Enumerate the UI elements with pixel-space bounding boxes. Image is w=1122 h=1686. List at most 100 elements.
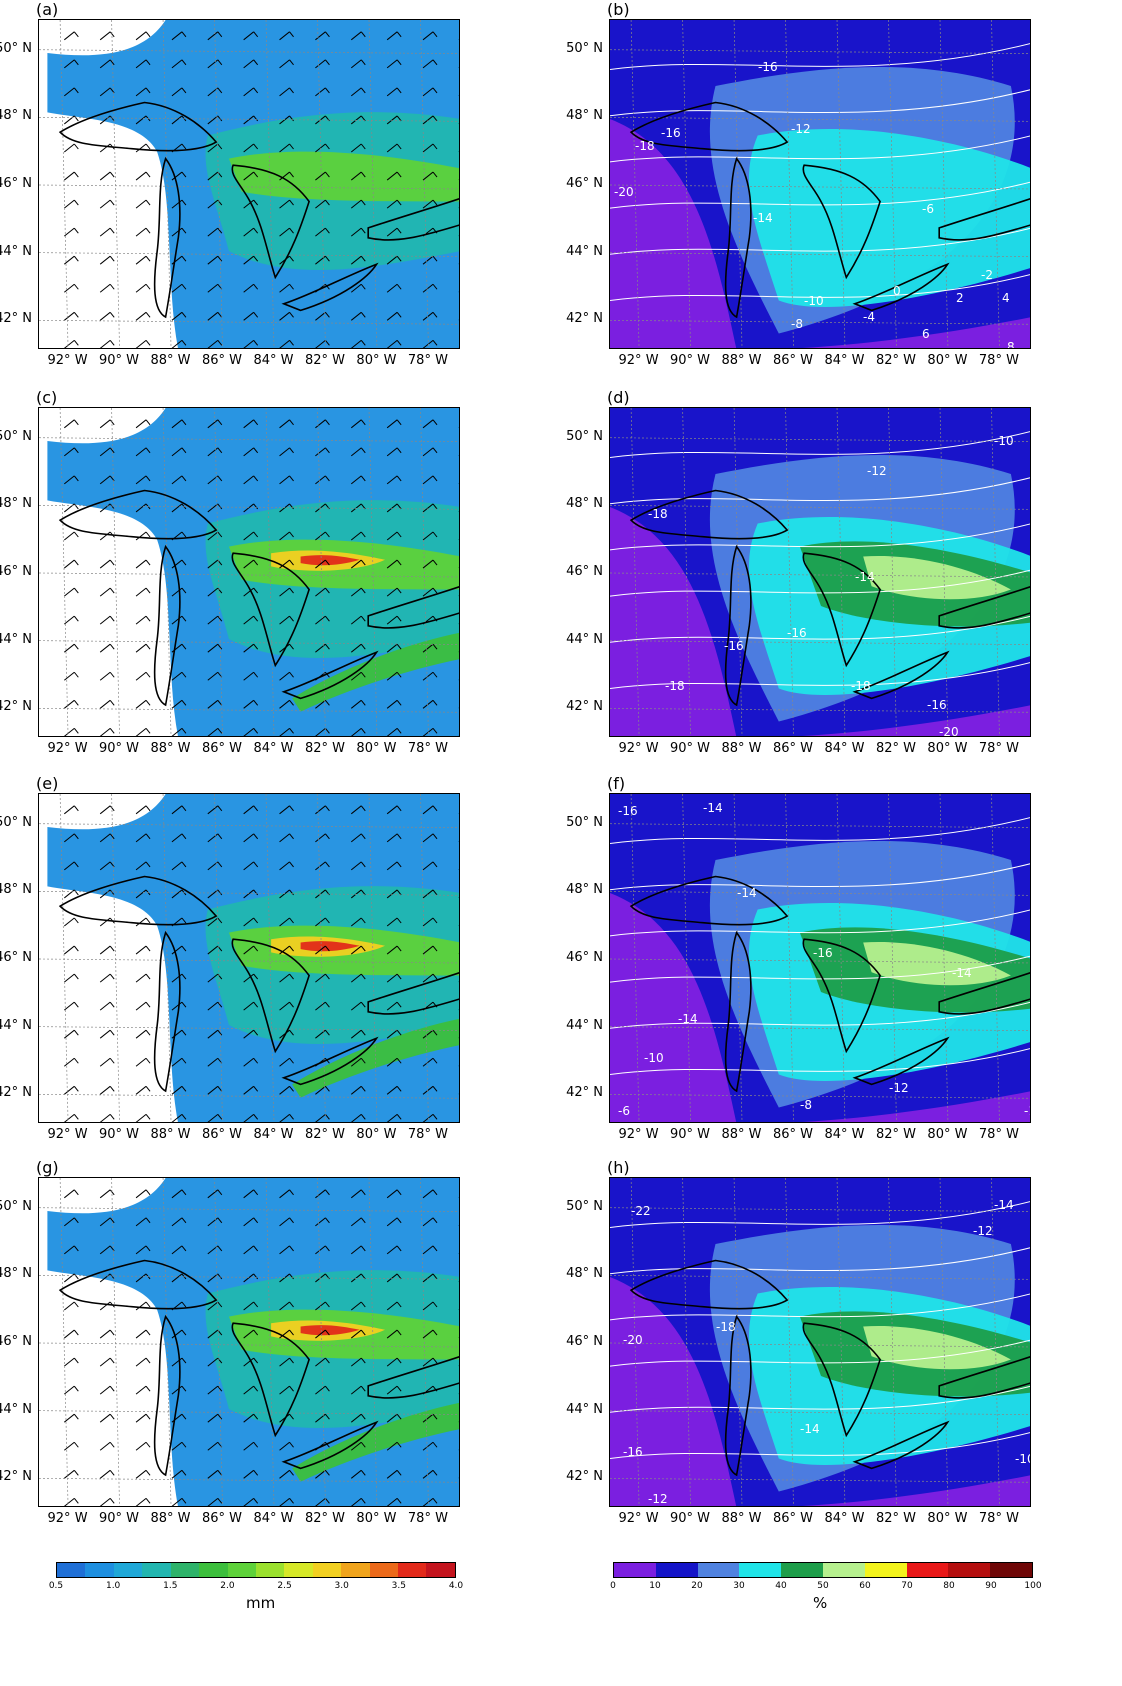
- wind-barb: [207, 1085, 219, 1095]
- wind-barb: [386, 615, 398, 625]
- wind-barb: [99, 917, 111, 927]
- latitude-label: 42° N: [0, 1085, 32, 1101]
- wind-barb: [135, 1497, 147, 1506]
- wind-barb: [135, 1085, 147, 1095]
- wind-barb: [64, 475, 75, 485]
- wind-barb-flag: [217, 973, 223, 980]
- wind-barb: [135, 973, 147, 983]
- wind-barb: [207, 833, 219, 843]
- colorbar-tick-label: 90: [985, 1581, 997, 1591]
- wind-barb: [207, 559, 219, 569]
- wind-barb-flag: [360, 171, 366, 178]
- wind-barb: [64, 1029, 75, 1039]
- wind-barb: [171, 1357, 183, 1367]
- wind-barb-flag: [109, 728, 115, 734]
- wind-barb-flag: [325, 1357, 330, 1364]
- wind-barb-flag: [432, 973, 438, 980]
- wind-barb: [99, 1469, 111, 1479]
- wind-barb: [386, 671, 398, 681]
- wind-barb-flag: [145, 1245, 151, 1252]
- lake-outline: [802, 938, 881, 1054]
- longitude-label: 92° W: [618, 1127, 659, 1142]
- wind-barb: [171, 87, 183, 97]
- wind-barb: [386, 1273, 398, 1283]
- lake-outline: [281, 262, 379, 312]
- wind-barb-flag: [432, 917, 438, 924]
- longitude-gridline: [836, 20, 846, 348]
- latitude-label: 44° N: [566, 1401, 603, 1417]
- colorbar-segment: [614, 1563, 656, 1577]
- wind-barb: [243, 447, 254, 457]
- wind-barb: [243, 615, 254, 625]
- wind-barb-flag: [396, 340, 402, 346]
- longitude-label: 86° W: [772, 741, 813, 756]
- wind-barb-flag: [109, 171, 115, 178]
- wind-barb: [350, 1189, 362, 1199]
- longitude-label: 90° W: [99, 741, 140, 756]
- wind-barb-flag: [253, 699, 259, 706]
- wind-barb-flag: [73, 311, 79, 318]
- wind-barb-flag: [73, 889, 79, 896]
- wind-barb: [171, 227, 183, 237]
- longitude-gridline: [59, 794, 69, 1122]
- wind-barb: [243, 1217, 254, 1227]
- wind-barb: [315, 87, 326, 97]
- wind-barb-flag: [109, 1085, 115, 1092]
- wind-barb: [458, 1281, 459, 1283]
- wind-barb: [135, 1385, 147, 1395]
- map-svg: [39, 1178, 459, 1506]
- wind-barb: [422, 973, 434, 983]
- panel-label-a: (a): [36, 0, 59, 19]
- wind-barb: [171, 171, 183, 181]
- wind-barb: [64, 59, 75, 69]
- longitude-gridline: [682, 794, 691, 1122]
- wind-barb-flag: [145, 833, 151, 840]
- wind-barb-flag: [181, 171, 187, 178]
- wind-barb-flag: [360, 671, 366, 678]
- colorbar-segment: [781, 1563, 823, 1577]
- longitude-label: 84° W: [824, 741, 865, 756]
- wind-barb-flag: [289, 143, 294, 150]
- longitude-label: 86° W: [201, 741, 242, 756]
- colorbar-tick-label: 100: [1024, 1581, 1042, 1591]
- wind-barb-flag: [73, 1085, 79, 1092]
- wind-barb-flag: [181, 1114, 187, 1120]
- wind-barb: [458, 1009, 459, 1011]
- wind-barb-flag: [181, 643, 187, 650]
- longitude-label: 90° W: [670, 1127, 711, 1142]
- wind-barb-flag: [253, 1189, 259, 1196]
- wind-barb: [64, 559, 75, 569]
- wind-barb-flag: [253, 1001, 259, 1008]
- wind-barb-flag: [360, 917, 366, 924]
- wind-barb: [350, 1085, 362, 1095]
- wind-barb: [350, 255, 362, 265]
- wind-barb-flag: [360, 31, 366, 38]
- wind-barb-flag: [360, 587, 366, 594]
- wind-barb: [422, 1189, 434, 1199]
- wind-barb: [315, 1469, 326, 1479]
- wind-barb-flag: [181, 255, 187, 262]
- wind-barb-flag: [73, 227, 79, 234]
- latitude-label: 46° N: [566, 564, 603, 579]
- wind-barb-flag: [432, 31, 438, 38]
- wind-barb-flag: [325, 833, 330, 840]
- longitude-label: 78° W: [978, 1511, 1019, 1526]
- wind-barb: [386, 833, 398, 843]
- wind-barb: [135, 531, 147, 541]
- longitude-label: 86° W: [201, 353, 242, 368]
- precip-region: [300, 1325, 360, 1336]
- wind-barb-flag: [253, 671, 259, 678]
- temperature-contour: [610, 43, 1030, 70]
- wind-barb-flag: [109, 1217, 115, 1224]
- wind-barb-flag: [396, 1273, 402, 1280]
- longitude-label: 92° W: [47, 1127, 88, 1142]
- colorbar-tick-label: 80: [943, 1581, 955, 1591]
- wind-barb-flag: [325, 143, 330, 150]
- wind-barb: [243, 1273, 254, 1283]
- longitude-gridline: [785, 794, 794, 1122]
- colorbar-tick-label: 4.0: [448, 1581, 464, 1591]
- wind-barb: [350, 31, 362, 41]
- wind-barb-flag: [325, 1114, 330, 1120]
- wind-barb-flag: [181, 1441, 187, 1448]
- colorbar-segment: [822, 1563, 865, 1577]
